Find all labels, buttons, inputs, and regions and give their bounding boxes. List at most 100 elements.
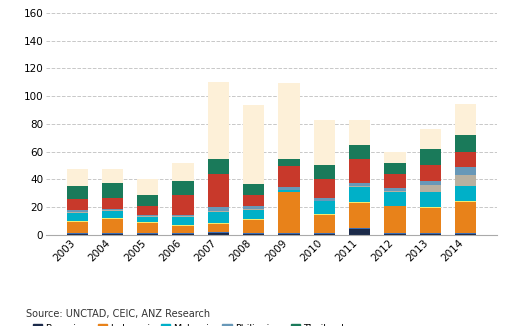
Bar: [173, 226, 194, 233]
Bar: [385, 163, 406, 174]
Bar: [137, 233, 158, 234]
Bar: [243, 220, 264, 233]
Bar: [67, 233, 88, 234]
Bar: [102, 234, 123, 235]
Bar: [279, 159, 300, 166]
Bar: [420, 185, 441, 192]
Bar: [243, 219, 264, 220]
Bar: [420, 233, 441, 234]
Bar: [349, 158, 370, 184]
Bar: [243, 105, 264, 184]
Bar: [420, 192, 441, 207]
Bar: [385, 233, 406, 234]
Bar: [420, 129, 441, 149]
Bar: [137, 234, 158, 235]
Bar: [208, 211, 229, 212]
Bar: [173, 216, 194, 217]
Bar: [455, 234, 476, 235]
Bar: [243, 210, 264, 219]
Bar: [349, 145, 370, 158]
Bar: [349, 120, 370, 145]
Bar: [173, 217, 194, 225]
Bar: [455, 233, 476, 234]
Bar: [173, 163, 194, 181]
Text: Source: UNCTAD, CEIC, ANZ Research: Source: UNCTAD, CEIC, ANZ Research: [26, 309, 210, 319]
Bar: [137, 216, 158, 217]
Bar: [385, 234, 406, 235]
Bar: [314, 198, 335, 201]
Bar: [102, 219, 123, 233]
Bar: [208, 158, 229, 174]
Bar: [314, 165, 335, 179]
Bar: [243, 206, 264, 209]
Bar: [279, 166, 300, 187]
Bar: [137, 222, 158, 223]
Bar: [455, 167, 476, 175]
Bar: [279, 233, 300, 234]
Bar: [455, 175, 476, 186]
Bar: [208, 174, 229, 207]
Bar: [349, 184, 370, 186]
Bar: [349, 228, 370, 229]
Bar: [385, 191, 406, 192]
Bar: [385, 192, 406, 206]
Bar: [455, 202, 476, 233]
Bar: [385, 174, 406, 188]
Bar: [349, 202, 370, 203]
Bar: [314, 179, 335, 198]
Bar: [243, 234, 264, 235]
Bar: [455, 135, 476, 152]
Bar: [137, 223, 158, 233]
Bar: [349, 186, 370, 187]
Bar: [385, 152, 406, 163]
Bar: [102, 211, 123, 218]
Bar: [455, 201, 476, 202]
Bar: [420, 234, 441, 235]
Bar: [314, 234, 335, 235]
Bar: [349, 187, 370, 202]
Bar: [279, 234, 300, 235]
Bar: [314, 214, 335, 215]
Bar: [243, 184, 264, 195]
Bar: [173, 195, 194, 215]
Bar: [455, 104, 476, 135]
Bar: [67, 234, 88, 235]
Bar: [314, 120, 335, 165]
Bar: [385, 188, 406, 191]
Bar: [102, 233, 123, 234]
Bar: [137, 179, 158, 195]
Bar: [208, 233, 229, 235]
Bar: [67, 169, 88, 185]
Bar: [173, 234, 194, 235]
Bar: [137, 215, 158, 216]
Bar: [314, 233, 335, 234]
Bar: [420, 149, 441, 165]
Bar: [173, 181, 194, 195]
Bar: [420, 207, 441, 208]
Bar: [208, 207, 229, 211]
Bar: [67, 221, 88, 222]
Bar: [173, 215, 194, 216]
Bar: [67, 212, 88, 213]
Bar: [102, 169, 123, 183]
Bar: [279, 187, 300, 190]
Bar: [208, 82, 229, 158]
Bar: [208, 212, 229, 223]
Bar: [137, 217, 158, 222]
Bar: [314, 215, 335, 233]
Bar: [314, 201, 335, 214]
Bar: [420, 208, 441, 233]
Bar: [279, 83, 300, 159]
Bar: [102, 218, 123, 219]
Bar: [349, 203, 370, 228]
Bar: [173, 225, 194, 226]
Bar: [67, 200, 88, 211]
Legend: Brunei, Cambodia, Indonesia, Laos, Malaysia, Myanmar, Philippines, Singapore, Th: Brunei, Cambodia, Indonesia, Laos, Malay…: [33, 324, 344, 326]
Bar: [420, 181, 441, 185]
Bar: [455, 186, 476, 201]
Bar: [102, 183, 123, 198]
Bar: [67, 211, 88, 212]
Bar: [67, 185, 88, 200]
Bar: [349, 229, 370, 235]
Bar: [243, 209, 264, 210]
